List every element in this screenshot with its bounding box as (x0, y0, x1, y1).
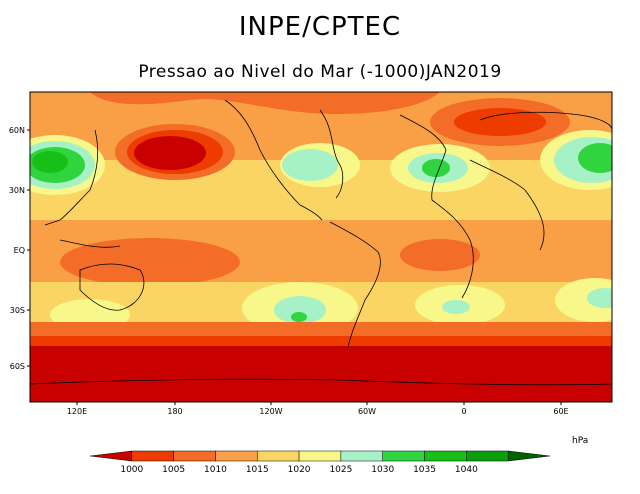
colorbar-swatch (173, 450, 216, 462)
colorbar-label: 1035 (413, 465, 436, 475)
colorbar-label: 1010 (204, 465, 227, 475)
lon-label: 60W (358, 407, 376, 416)
lat-label: 60S (10, 362, 25, 371)
colorbar-swatch (382, 450, 425, 462)
coastlines (30, 99, 612, 386)
lat-label: 60N (9, 126, 25, 135)
lat-label: 30N (9, 186, 25, 195)
lat-label: EQ (14, 246, 25, 255)
colorbar-swatch (257, 450, 300, 462)
colorbar-arrow-low (89, 450, 133, 462)
colorbar-label: 1005 (162, 465, 185, 475)
colorbar-arrow-high (507, 450, 551, 462)
colorbar-label: 1015 (246, 465, 269, 475)
org-title: INPE/CPTEC (238, 12, 402, 42)
lon-label: 60E (553, 407, 568, 416)
colorbar-label: 1020 (288, 465, 311, 475)
longitude-axis: 120E 180 120W 60W 0 60E (67, 402, 569, 416)
colorbar-swatch (131, 450, 174, 462)
colorbar-label: 1030 (371, 465, 394, 475)
colorbar-label: 1040 (455, 465, 478, 475)
colorbar-swatch (466, 450, 509, 462)
lon-label: 120W (259, 407, 282, 416)
colorbar-unit: hPa (572, 436, 588, 446)
latitude-axis: 60N 30N EQ 30S 60S (9, 126, 30, 371)
colorbar-swatch (424, 450, 467, 462)
lon-label: 0 (461, 407, 466, 416)
colorbar-label: 1025 (329, 465, 352, 475)
map-subtitle: Pressao ao Nivel do Mar (-1000)JAN2019 (138, 62, 502, 82)
colorbar: hPa 1000 1005 1010 1015 1020 1025 1030 1035 1040 (89, 436, 588, 475)
colorbar-swatch (340, 450, 383, 462)
colorbar-label: 1000 (120, 465, 143, 475)
pressure-field (30, 92, 612, 402)
lon-label: 180 (167, 407, 182, 416)
colorbar-swatch (298, 450, 342, 462)
lon-label: 120E (67, 407, 87, 416)
lat-label: 30S (10, 306, 25, 315)
map-frame (29, 91, 613, 403)
colorbar-swatch (215, 450, 258, 462)
